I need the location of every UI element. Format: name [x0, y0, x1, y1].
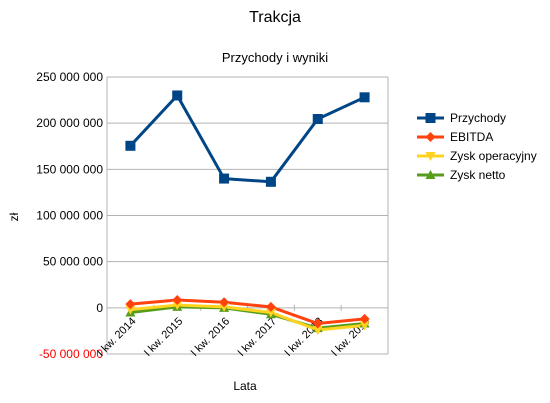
x-axis-label: Lata [233, 379, 257, 393]
legend-marker [425, 152, 436, 161]
data-point [312, 325, 323, 335]
data-point [359, 321, 370, 331]
y-tick-label: 0 [96, 301, 103, 315]
x-tick-label: I kw. 2016 [189, 315, 233, 359]
y-tick-label: 50 000 000 [43, 255, 103, 269]
series-markers [125, 90, 370, 335]
chart-title: Trakcja [249, 9, 301, 26]
data-point [219, 297, 230, 308]
data-point [172, 301, 183, 311]
y-axis-label: zł [7, 212, 21, 221]
data-point [125, 140, 136, 151]
data-point [125, 299, 136, 310]
legend-marker [425, 113, 436, 123]
data-point [219, 302, 230, 312]
legend-marker [425, 170, 436, 179]
data-point [125, 305, 136, 315]
y-tick-label: -50 000 000 [39, 347, 103, 361]
series-lines [129, 93, 366, 332]
series-line [130, 298, 365, 326]
data-point [359, 313, 370, 324]
data-point [172, 90, 183, 101]
data-point [265, 308, 276, 318]
series-line [130, 303, 365, 332]
y-tick-label: 100 000 000 [36, 209, 103, 223]
legend-label: Przychody [450, 111, 506, 125]
data-point [172, 294, 183, 305]
y-tick-label: 150 000 000 [36, 162, 103, 176]
data-point [219, 173, 230, 184]
data-point [265, 301, 276, 312]
data-point [312, 114, 323, 125]
legend: Przychody EBITDA Zysk operacyjny Zysk netto [417, 111, 537, 182]
y-tick-label: 250 000 000 [36, 70, 103, 84]
data-point [265, 176, 276, 187]
y-tick-labels: 250 000 000 200 000 000 150 000 000 100 000… [36, 70, 103, 361]
y-tick-label: 200 000 000 [36, 116, 103, 130]
x-tick-label: I kw. 2015 [142, 315, 186, 359]
legend-marker [425, 132, 436, 142]
series-line [129, 93, 366, 184]
x-tick-label: I kw. 2014 [95, 315, 139, 359]
chart-subtitle: Przychody i wyniki [221, 50, 329, 65]
data-point [312, 318, 323, 329]
legend-label: Zysk operacyjny [450, 149, 537, 163]
legend-label: Zysk netto [450, 168, 506, 182]
legend-label: EBITDA [450, 130, 493, 144]
data-point [359, 92, 370, 103]
x-tick-label: I kw. 2017 [236, 315, 280, 359]
